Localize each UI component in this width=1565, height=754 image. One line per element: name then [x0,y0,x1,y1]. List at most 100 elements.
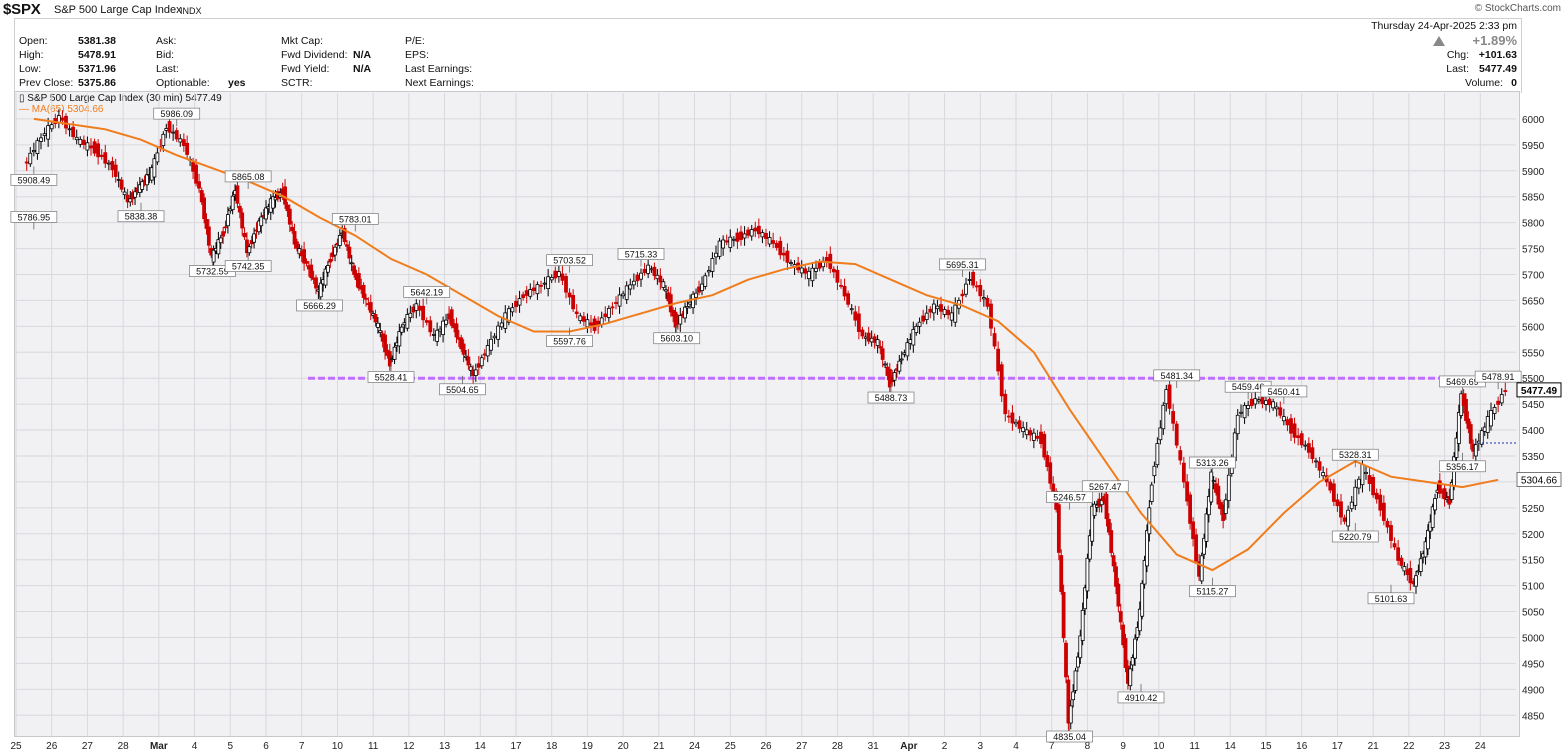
x-tick-label: 4 [1013,741,1019,752]
candle-body [185,142,190,155]
candle-body [585,319,590,328]
candle-body [700,283,704,291]
candle-body [1249,398,1254,406]
candle-body [946,309,951,316]
price-annotation-box [1117,691,1165,704]
x-tick-label: 18 [546,741,558,752]
last-price-flag-box [1516,382,1562,398]
ma-legend-label: MA(65) 5304.66 [31,104,104,115]
candle-body [697,286,701,293]
ma-legend-icon: — [19,104,32,115]
candle-body [314,277,318,289]
price-annotation: 5703.52 [553,256,586,266]
candle-body [1405,569,1410,576]
candle-body [356,273,361,289]
price-annotation: 5695.31 [946,260,979,270]
candle-body [931,303,936,314]
candle-body [521,294,526,298]
candle-body [606,308,611,318]
candle-body [152,158,157,178]
low-value: 5371.96 [78,63,116,75]
candle-body [1356,478,1361,489]
candle-body [571,295,576,310]
candle-body [842,286,847,297]
candle-body [361,284,366,298]
candle-body [1158,427,1163,441]
candle-body [405,314,410,329]
candle-body [739,231,743,240]
candle-body [302,249,306,264]
candle-body [414,303,419,311]
candle-body [421,305,426,321]
mkt-cap-label: Mkt Cap: [281,35,324,47]
candle-body [553,270,558,279]
candle-body [1216,485,1221,505]
candle-body [853,311,858,321]
candle-body [42,133,47,136]
candle-body [1133,638,1137,659]
candle-body [1353,486,1358,506]
candle-body [99,154,104,157]
candle-body [122,191,127,196]
x-tick-label: 27 [82,741,94,752]
candle-body [1109,530,1114,553]
candle-body [824,256,829,262]
candle-body [342,227,347,243]
candle-body [767,237,772,245]
candle-body [74,136,79,141]
price-annotation-box [653,332,701,345]
y-tick-label: 5500 [1522,374,1545,385]
candle-body [1031,432,1036,441]
price-annotation-box [1331,530,1379,543]
candle-body [1116,583,1121,607]
candle-body [624,285,629,300]
candle-body [735,232,740,242]
candle-body [364,297,368,300]
candle-body [1068,705,1073,724]
candle-body [1204,513,1209,542]
candle-body [911,329,916,346]
candle-body [106,162,111,165]
candle-body [1242,404,1247,419]
candle-body [1289,418,1293,434]
candle-body [1135,627,1140,638]
candle-body [459,337,464,350]
x-tick-label: 3 [978,741,984,752]
last-value: 5477.49 [1479,63,1517,75]
price-annotation: 5838.38 [125,212,158,222]
x-tick-label: 5 [228,741,234,752]
x-tick-label: Mar [150,741,168,752]
candle-body [1296,435,1301,438]
candle-body [461,343,466,355]
price-annotation-box [1439,460,1486,473]
candle-body [237,205,242,213]
x-tick-label: 17 [510,741,522,752]
candle-body [1185,481,1190,502]
sctr-label: SCTR: [281,77,313,89]
price-annotation: 5666.29 [303,301,336,311]
candle-body [378,330,383,333]
candle-body [1267,398,1272,406]
candle-body [368,302,373,313]
candle-body [514,301,518,308]
candle-body [1121,624,1126,646]
price-annotation: 5504.65 [446,385,479,395]
candle-body [438,328,443,332]
candle-body [1209,471,1214,503]
candle-body [556,271,561,277]
candle-body [652,266,657,276]
candle-body [1167,384,1172,409]
price-chart[interactable]: ▯ S&P 500 Large Cap Index (30 min) 5477.… [14,91,1520,737]
candle-body [1433,498,1437,511]
candle-body [468,366,473,371]
stockcharts-logo[interactable]: © StockCharts.com [1474,3,1561,14]
price-annotation-box [1474,370,1522,383]
candle-body [1194,534,1198,562]
candle-body [309,264,314,279]
candle-body [1085,557,1090,592]
candle-body [789,262,793,264]
candle-body [1164,389,1169,405]
price-annotation-box [1081,480,1129,493]
candle-body [785,250,790,263]
candle-body [230,195,235,211]
